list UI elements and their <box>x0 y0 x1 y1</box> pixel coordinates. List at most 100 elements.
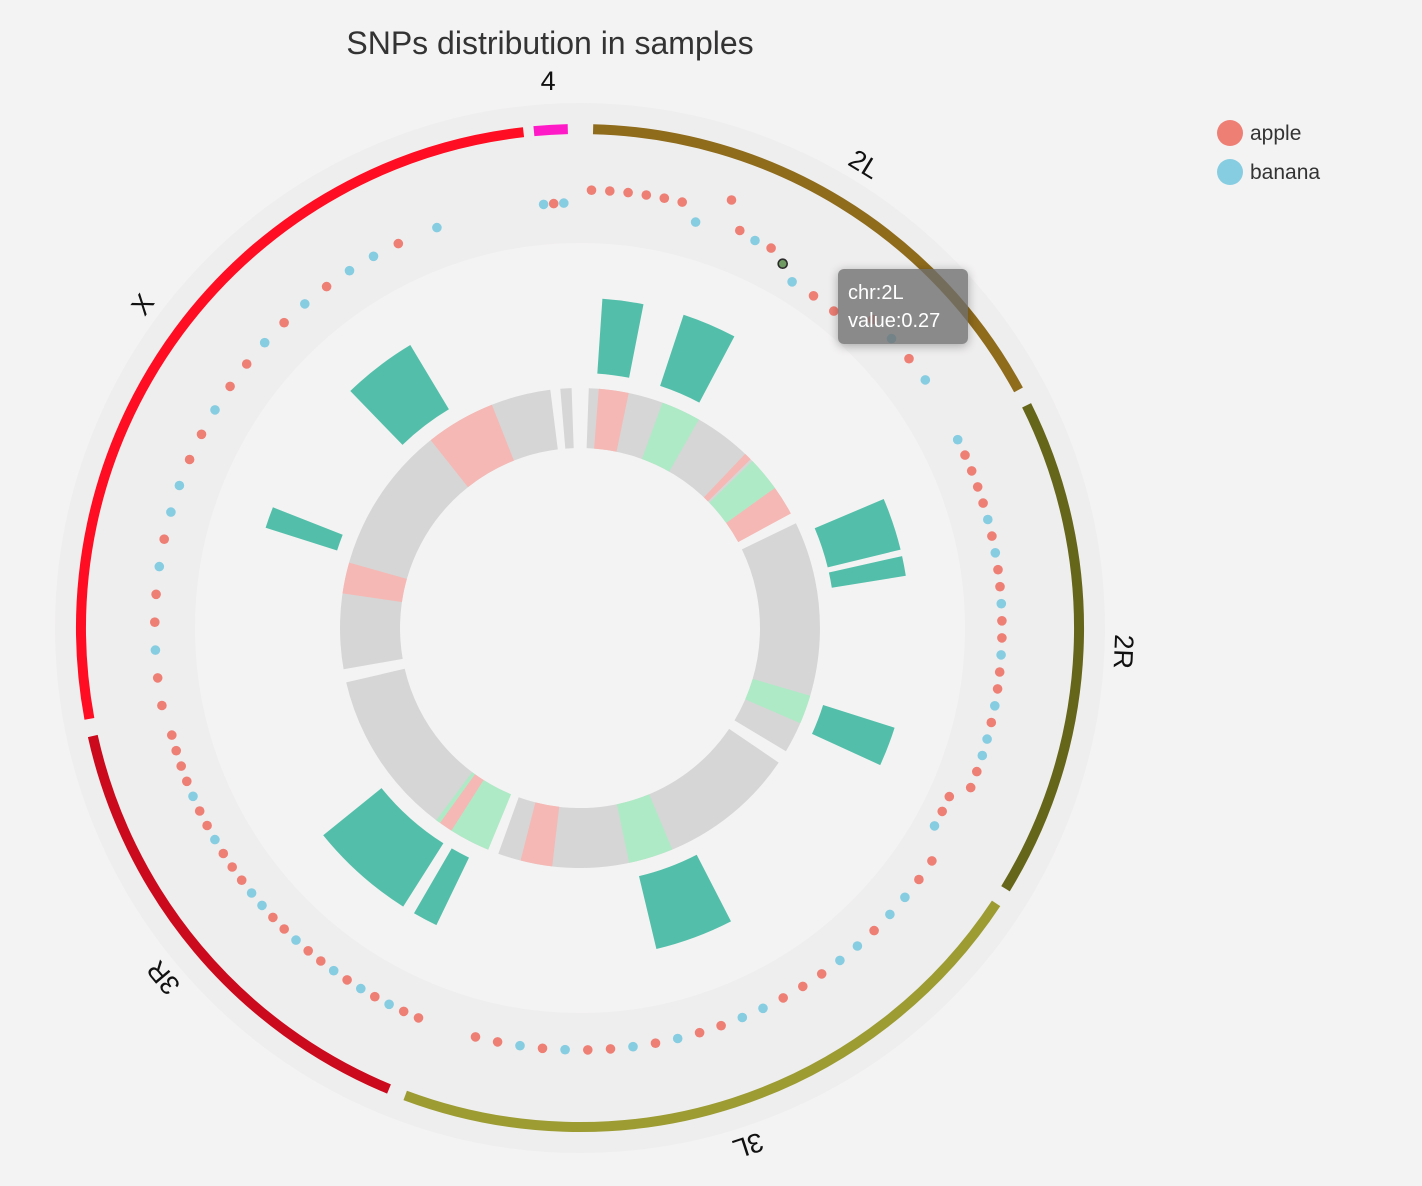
snp-point[interactable] <box>174 480 185 491</box>
snp-point[interactable] <box>990 548 1001 558</box>
snp-point[interactable] <box>628 1041 638 1052</box>
chromosome-arc-3r[interactable] <box>87 734 391 1094</box>
snp-point[interactable] <box>972 766 982 777</box>
snp-point[interactable] <box>300 299 310 309</box>
snp-point[interactable] <box>993 564 1003 575</box>
highlight-block[interactable] <box>812 705 895 766</box>
snp-point[interactable] <box>393 238 404 249</box>
snp-point[interactable] <box>398 1006 409 1017</box>
snp-point[interactable] <box>384 999 394 1010</box>
snp-point[interactable] <box>750 235 760 246</box>
snp-point[interactable] <box>758 1003 768 1014</box>
snp-point[interactable] <box>952 434 963 445</box>
chromosome-arc-x[interactable] <box>76 127 525 720</box>
chromosome-arc-3l[interactable] <box>403 900 1001 1133</box>
snp-point[interactable] <box>167 730 177 740</box>
snp-point[interactable] <box>176 761 186 771</box>
snp-point[interactable] <box>194 806 205 816</box>
snp-point[interactable] <box>342 975 352 985</box>
snp-point[interactable] <box>904 353 914 364</box>
snp-point-hovered[interactable] <box>777 258 789 270</box>
snp-point[interactable] <box>965 782 976 793</box>
snp-point[interactable] <box>659 193 670 203</box>
cytoband[interactable] <box>703 453 751 502</box>
snp-point[interactable] <box>159 534 169 544</box>
snp-point[interactable] <box>492 1037 503 1047</box>
cytoband[interactable] <box>745 678 811 724</box>
snp-point[interactable] <box>236 875 247 885</box>
snp-point[interactable] <box>559 198 569 208</box>
snp-point[interactable] <box>150 645 161 655</box>
snp-point[interactable] <box>291 935 301 945</box>
snp-point[interactable] <box>259 337 270 348</box>
cytoband[interactable] <box>436 772 475 823</box>
snp-point[interactable] <box>885 909 895 920</box>
snp-point[interactable] <box>279 317 289 328</box>
snp-point[interactable] <box>766 243 776 253</box>
snp-point[interactable] <box>303 946 314 956</box>
legend-label-banana[interactable]: banana <box>1250 161 1320 184</box>
highlight-block[interactable] <box>597 298 644 378</box>
cytoband[interactable] <box>594 388 629 452</box>
snp-point[interactable] <box>869 925 879 936</box>
snp-point[interactable] <box>583 1045 593 1055</box>
snp-point[interactable] <box>605 186 615 196</box>
snp-point[interactable] <box>241 359 252 369</box>
highlight-block[interactable] <box>828 556 906 588</box>
cytoband[interactable] <box>440 774 484 831</box>
snp-point[interactable] <box>972 482 983 492</box>
snp-point[interactable] <box>225 381 235 392</box>
snp-point[interactable] <box>184 454 195 465</box>
snp-point[interactable] <box>182 776 192 787</box>
snp-point[interactable] <box>914 874 924 885</box>
highlight-block[interactable] <box>639 854 731 949</box>
chromosome-arc-2l[interactable] <box>592 124 1023 393</box>
snp-point[interactable] <box>937 806 947 817</box>
snp-point[interactable] <box>787 277 797 287</box>
snp-point[interactable] <box>344 265 355 276</box>
snp-point[interactable] <box>690 217 701 227</box>
legend-marker-banana[interactable] <box>1217 159 1243 185</box>
snp-point[interactable] <box>623 187 633 198</box>
cytoband[interactable] <box>520 802 560 867</box>
snp-point[interactable] <box>900 892 910 903</box>
chromosome-arc-2r[interactable] <box>1001 403 1085 892</box>
snp-point[interactable] <box>737 1012 748 1023</box>
snp-point[interactable] <box>929 821 940 831</box>
snp-point[interactable] <box>586 185 597 195</box>
snp-point[interactable] <box>829 306 839 316</box>
legend-label-apple[interactable]: apple <box>1250 122 1301 145</box>
snp-point[interactable] <box>152 673 163 683</box>
snp-point[interactable] <box>735 225 745 236</box>
snp-point[interactable] <box>166 507 176 517</box>
snp-point[interactable] <box>978 498 988 508</box>
snp-point[interactable] <box>537 1043 548 1054</box>
snp-point[interactable] <box>996 598 1007 609</box>
snp-point[interactable] <box>470 1032 481 1042</box>
cytoband[interactable] <box>451 780 512 850</box>
snp-point[interactable] <box>944 791 955 802</box>
snp-point[interactable] <box>368 251 379 262</box>
snp-point[interactable] <box>188 791 198 802</box>
snp-point[interactable] <box>157 700 167 711</box>
legend-marker-apple[interactable] <box>1217 120 1243 146</box>
snp-point[interactable] <box>778 993 788 1003</box>
highlight-block[interactable] <box>414 848 469 926</box>
snp-point[interactable] <box>210 834 220 845</box>
snp-point[interactable] <box>210 405 220 415</box>
highlight-block[interactable] <box>350 345 449 445</box>
highlight-block[interactable] <box>814 499 901 568</box>
cytoband[interactable] <box>342 562 407 602</box>
snp-point[interactable] <box>515 1040 525 1051</box>
snp-point[interactable] <box>997 616 1007 626</box>
snp-point[interactable] <box>816 969 827 979</box>
highlight-block[interactable] <box>660 314 735 403</box>
snp-point[interactable] <box>677 197 687 207</box>
snp-point[interactable] <box>992 684 1003 694</box>
snp-point[interactable] <box>835 955 845 966</box>
snp-point[interactable] <box>994 667 1005 677</box>
snp-point[interactable] <box>356 983 366 994</box>
snp-point[interactable] <box>995 581 1005 592</box>
snp-point[interactable] <box>672 1033 683 1044</box>
snp-point[interactable] <box>413 1013 424 1023</box>
